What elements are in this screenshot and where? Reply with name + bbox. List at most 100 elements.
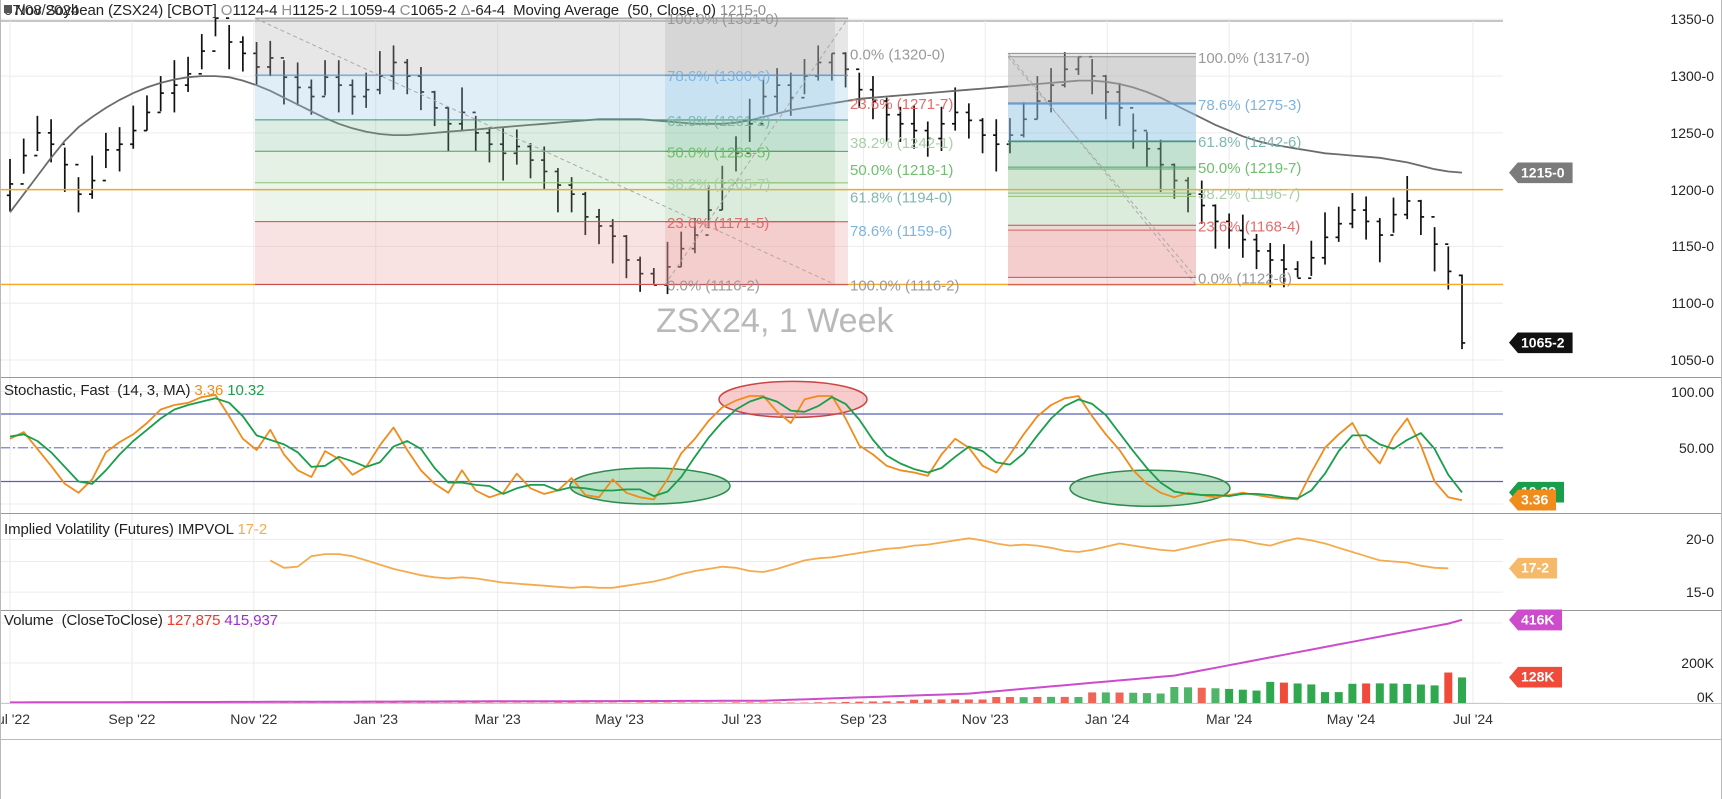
svg-text:78.6% (1300-6): 78.6% (1300-6) <box>667 68 770 85</box>
panel-divider-4 <box>0 703 1722 704</box>
close-label: C <box>399 2 411 19</box>
volume-y-label: 200K <box>1681 655 1714 671</box>
stochastic-tag-orange[interactable]: 3.36 <box>1509 489 1557 511</box>
price-y-label: 1350-0 <box>1670 11 1714 28</box>
volume-plot <box>0 611 1503 703</box>
volume-y-label: 0K <box>1696 689 1714 705</box>
svg-text:23.6% (1271-7): 23.6% (1271-7) <box>850 96 953 113</box>
ma-study-value: 1215-0 <box>719 2 767 19</box>
impvol-y-label: 20-0 <box>1685 531 1714 548</box>
impvol-plot <box>0 514 1503 610</box>
window-left-border <box>0 0 1 799</box>
symbol-swatch-icon <box>4 5 12 13</box>
header-legend[interactable]: Nov Soybean (ZSX24) [CBOT] O1124-4 H1125… <box>4 2 766 19</box>
header-date: 07/08/2024 <box>4 2 80 19</box>
volume-value: 127,875 <box>166 612 221 629</box>
ma-study-params: (50, Close, 0) <box>627 2 716 19</box>
impvol-name[interactable]: Implied Volatility (Futures) IMPVOL <box>4 521 234 538</box>
svg-text:0.0% (1116-2): 0.0% (1116-2) <box>667 278 760 295</box>
volume-name[interactable]: Volume <box>4 612 54 629</box>
svg-text:50.0% (1218-1): 50.0% (1218-1) <box>850 162 953 179</box>
svg-text:78.6% (1159-6): 78.6% (1159-6) <box>850 223 952 240</box>
price-y-label: 1150-0 <box>1671 238 1714 255</box>
stochastic-name[interactable]: Stochastic, Fast <box>4 382 110 399</box>
price-plot: 100.0% (1351-0) 78.6% (1300-6) 61.8% (1261… <box>0 11 1503 377</box>
stochastic-y-label: 100.00 <box>1671 383 1714 400</box>
x-axis-label: Jul '22 <box>0 711 31 727</box>
svg-text:50.0% (1233-5): 50.0% (1233-5) <box>667 144 770 161</box>
svg-text:38.2% (1205-7): 38.2% (1205-7) <box>667 176 770 193</box>
chart-watermark: ZSX24, 1 Week <box>656 302 894 340</box>
open-interest-value: 415,937 <box>224 612 278 629</box>
price-y-label: 1300-0 <box>1670 68 1714 85</box>
x-axis-label: Sep '23 <box>839 711 887 727</box>
stochastic-k-value: 3.36 <box>194 382 224 399</box>
svg-text:0.0% (1320-0): 0.0% (1320-0) <box>850 46 945 63</box>
delta-label: Δ <box>460 2 471 19</box>
impvol-axis[interactable]: 20-0 15-0 17-2 <box>1503 514 1722 610</box>
svg-text:38.2% (1242-1): 38.2% (1242-1) <box>850 135 953 152</box>
volume-params: (CloseToClose) <box>61 612 163 629</box>
x-axis-label: Nov '22 <box>230 711 278 727</box>
price-panel[interactable]: 100.0% (1351-0) 78.6% (1300-6) 61.8% (1261… <box>0 0 1503 377</box>
stochastic-y-label: 50.00 <box>1678 439 1714 456</box>
svg-text:61.8% (1261-2): 61.8% (1261-2) <box>667 113 770 130</box>
open-label: O <box>220 2 233 19</box>
volume-legend[interactable]: Volume (CloseToClose) 127,875 415,937 <box>4 612 278 629</box>
x-axis[interactable]: Jul '22 Sep '22 Nov '22 Jan '23 Mar '23 May '… <box>0 703 1722 739</box>
volume-panel[interactable] <box>0 611 1503 703</box>
price-y-label: 1200-0 <box>1670 181 1714 198</box>
x-axis-label: Sep '22 <box>108 711 156 727</box>
x-axis-label: Jan '23 <box>353 711 399 727</box>
header-symbol: Nov Soybean (ZSX24) [CBOT] <box>15 2 217 19</box>
open-value: 1124-4 <box>232 2 278 19</box>
stochastic-plot <box>0 378 1503 513</box>
impvol-panel[interactable] <box>0 514 1503 610</box>
price-tag-gray[interactable]: 1215-0 <box>1509 162 1573 184</box>
x-axis-label: Jul '23 <box>721 711 762 727</box>
high-label: H <box>281 2 293 19</box>
x-axis-label: Nov '23 <box>961 711 1009 727</box>
x-axis-label: May '24 <box>1326 711 1376 727</box>
svg-text:50.0% (1219-7): 50.0% (1219-7) <box>1198 160 1301 177</box>
delta-value: -64-4 <box>470 2 506 19</box>
panel-divider-2 <box>0 513 1722 514</box>
low-label: L <box>341 2 350 19</box>
panel-divider-3 <box>0 610 1722 611</box>
volume-tag-purple[interactable]: 416K <box>1509 609 1563 631</box>
svg-text:100.0% (1317-0): 100.0% (1317-0) <box>1198 50 1310 67</box>
impvol-value: 17-2 <box>237 521 268 538</box>
x-axis-label: Mar '24 <box>1206 711 1253 727</box>
svg-text:23.6% (1171-5): 23.6% (1171-5) <box>667 215 769 232</box>
svg-text:100.0% (1351-0): 100.0% (1351-0) <box>667 11 779 28</box>
impvol-legend[interactable]: Implied Volatility (Futures) IMPVOL 17-2 <box>4 521 267 538</box>
svg-text:38.2% (1196-7): 38.2% (1196-7) <box>1198 186 1300 203</box>
price-tag-black[interactable]: 1065-2 <box>1509 332 1573 354</box>
svg-text:78.6% (1275-3): 78.6% (1275-3) <box>1198 97 1301 114</box>
x-axis-label: Jan '24 <box>1084 711 1130 727</box>
x-axis-label: May '23 <box>595 711 644 727</box>
svg-text:100.0% (1116-2): 100.0% (1116-2) <box>850 278 960 295</box>
low-value: 1059-4 <box>349 2 396 19</box>
stochastic-params: (14, 3, MA) <box>117 382 191 399</box>
volume-axis[interactable]: 200K 0K 416K 128K <box>1503 609 1722 705</box>
stochastic-legend[interactable]: Stochastic, Fast (14, 3, MA) 3.36 10.32 <box>4 382 264 399</box>
svg-text:61.8% (1194-0): 61.8% (1194-0) <box>850 189 952 206</box>
volume-tag-red[interactable]: 128K <box>1509 666 1563 688</box>
ma-study-label[interactable]: Moving Average <box>513 2 620 19</box>
svg-text:61.8% (1242-6): 61.8% (1242-6) <box>1198 134 1301 151</box>
impvol-y-label: 15-0 <box>1685 584 1714 601</box>
high-value: 1125-2 <box>292 2 338 19</box>
price-axis[interactable]: 1350-0 1300-0 1250-0 1200-0 1150-0 1100-0 1050… <box>1503 0 1722 377</box>
stochastic-panel[interactable] <box>0 378 1503 513</box>
x-axis-bottom-rule <box>0 739 1722 740</box>
svg-text:0.0% (1122-6): 0.0% (1122-6) <box>1198 270 1292 287</box>
price-y-label: 1100-0 <box>1671 295 1714 312</box>
svg-text:23.6% (1168-4): 23.6% (1168-4) <box>1198 218 1300 235</box>
price-y-label: 1250-0 <box>1670 124 1714 141</box>
stochastic-d-value: 10.32 <box>227 382 265 399</box>
impvol-tag[interactable]: 17-2 <box>1509 557 1558 579</box>
close-value: 1065-2 <box>410 2 457 19</box>
